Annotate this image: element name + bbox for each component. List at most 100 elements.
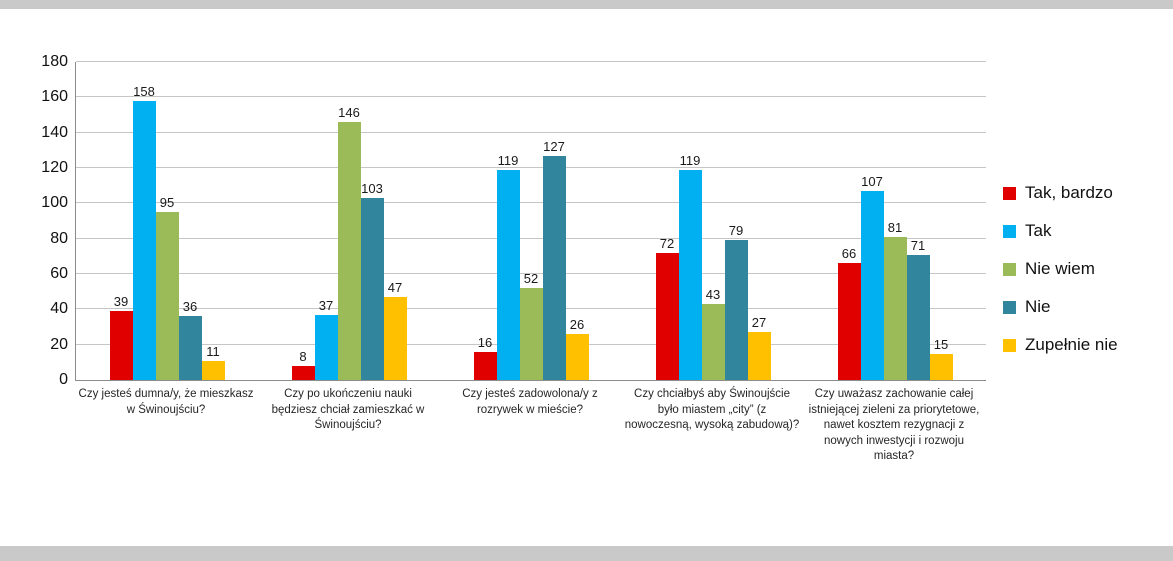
y-tick-label: 80 [50,229,68,247]
bar-value-label: 47 [387,279,403,295]
y-tick-label: 40 [50,300,68,318]
bar [860,190,884,380]
legend-item: Nie [1003,297,1118,317]
bar-wrap: 72 [655,235,679,380]
bar [929,353,953,380]
bar-value-label: 71 [910,237,926,253]
bar-group: 16 119 52 127 26 [440,62,622,380]
y-tick-label: 140 [41,123,68,141]
legend-item: Nie wiem [1003,259,1118,279]
bar-value-label: 66 [841,246,857,262]
bar-wrap: 16 [473,334,497,380]
window-chrome-top [0,0,1173,9]
bar-group: 66 107 81 71 15 [804,62,986,380]
legend: Tak, bardzo Tak Nie wiem Nie Zupełnie nie [1003,183,1118,373]
bar-value-label: 15 [933,336,949,352]
x-axis-category-label: Czy chciałbyś aby Świnoujście było miast… [624,388,800,432]
bar-value-label: 95 [159,195,175,211]
bar-wrap: 37 [314,297,338,380]
legend-swatch [1003,224,1016,238]
bar [542,155,566,380]
legend-label: Tak [1025,221,1052,240]
legend-item: Tak [1003,221,1118,241]
x-axis-category-label: Czy jesteś dumna/y, że mieszkasz w Świno… [78,388,254,416]
bar [747,332,771,380]
bar-value-label: 8 [299,348,307,364]
legend-label: Nie [1025,297,1051,316]
bar-wrap: 119 [496,152,520,380]
bar-value-label: 37 [318,297,334,313]
bar-wrap: 27 [747,315,771,380]
y-tick-label: 0 [59,371,68,388]
bar [724,240,748,380]
bar-value-label: 119 [679,152,701,168]
gridline [76,237,986,239]
legend-label: Nie wiem [1025,259,1095,278]
bar-wrap: 11 [201,343,225,380]
x-axis-category-label: Czy po ukończeniu nauki będziesz chciał … [271,388,425,432]
legend-item: Zupełnie nie [1003,335,1118,355]
bar [701,304,725,380]
bar-value-label: 39 [113,294,129,310]
bar-wrap: 119 [678,152,702,380]
legend-swatch [1003,262,1016,276]
legend-item: Tak, bardzo [1003,183,1118,203]
bar [883,236,907,380]
bar [473,351,497,380]
bar-value-label: 43 [705,287,721,303]
bar [906,254,930,380]
bar-value-label: 27 [751,315,767,331]
bar [291,365,315,380]
bar-wrap: 47 [383,279,407,380]
y-tick-label: 60 [50,265,68,282]
bar-wrap: 26 [565,318,589,380]
bar-value-label: 72 [659,235,675,251]
bar-wrap: 127 [542,138,566,380]
bar [178,316,202,380]
bar-wrap: 43 [701,287,725,380]
bar-wrap: 103 [360,182,384,380]
bar-wrap: 71 [906,237,930,380]
bar-value-label: 158 [133,83,155,99]
bar-wrap: 79 [724,223,748,380]
x-axis-category-label: Czy uważasz zachowanie całej istniejącej… [808,388,980,463]
bar [132,100,156,380]
bar-value-label: 16 [477,334,493,350]
bar-group: 8 37 146 103 47 [258,62,440,380]
bar-value-label: 11 [206,343,220,359]
legend-label: Tak, bardzo [1025,183,1113,202]
legend-swatch [1003,338,1016,352]
bar [837,263,861,380]
gridline [76,61,986,62]
bar [360,198,384,380]
y-tick-label: 100 [41,194,68,212]
window-chrome-bottom [0,546,1173,561]
legend-label: Zupełnie nie [1025,335,1118,354]
x-axis-labels: Czy jesteś dumna/y, że mieszkasz w Świno… [75,387,985,465]
bar-value-label: 119 [497,152,519,168]
bar-wrap: 146 [337,106,361,380]
bar-wrap: 39 [109,294,133,380]
y-tick-label: 20 [50,335,68,353]
bar-groups: 39 158 95 36 11 8 37 146 103 47 16 119 52 127 26 72 119 4… [76,62,986,380]
bar [201,360,225,380]
bar-value-label: 79 [728,223,744,239]
bar [383,296,407,380]
y-tick-label: 180 [41,53,68,70]
gridline [76,131,986,133]
plot-area: 39 158 95 36 11 8 37 146 103 47 16 119 52 127 26 72 119 4… [75,61,986,381]
y-tick-label: 160 [41,88,68,106]
bar-group: 72 119 43 79 27 [622,62,804,380]
bar-wrap: 107 [860,174,884,380]
bar [655,252,679,380]
bar-wrap: 81 [883,220,907,380]
bar-value-label: 127 [543,138,565,154]
y-tick-label: 120 [41,159,68,176]
bar-wrap: 8 [291,348,315,380]
gridline [76,202,986,204]
bar [496,169,520,380]
bar-wrap: 66 [837,246,861,380]
y-axis-ticks: 0 20 40 60 80 100 120 140 160 180 [0,53,68,388]
